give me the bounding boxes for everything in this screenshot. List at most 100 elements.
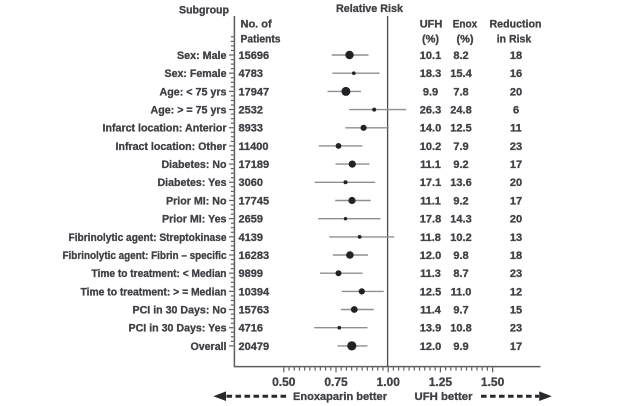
svg-text:20: 20 (510, 86, 522, 98)
svg-text:17.8: 17.8 (420, 214, 441, 226)
svg-text:9.2: 9.2 (453, 159, 468, 171)
svg-text:Diabetes: No: Diabetes: No (162, 159, 227, 171)
svg-text:Overall: Overall (191, 341, 227, 353)
svg-text:11.4: 11.4 (420, 304, 442, 316)
svg-text:10394: 10394 (239, 286, 270, 298)
svg-text:Enoxaparin better: Enoxaparin better (293, 391, 388, 403)
svg-text:Infract location: Other: Infract location: Other (116, 141, 228, 153)
svg-text:4716: 4716 (239, 323, 263, 335)
svg-text:UFH better: UFH better (415, 391, 474, 403)
svg-text:17947: 17947 (239, 86, 270, 98)
svg-text:17189: 17189 (239, 159, 270, 171)
svg-text:15696: 15696 (239, 50, 270, 62)
svg-text:23: 23 (510, 141, 522, 153)
svg-text:(%): (%) (422, 33, 439, 45)
svg-text:Enox: Enox (453, 19, 478, 31)
svg-text:10.2: 10.2 (420, 141, 441, 153)
svg-text:8933: 8933 (239, 123, 263, 135)
svg-text:Diabetes: Yes: Diabetes: Yes (158, 177, 227, 189)
svg-text:12.0: 12.0 (420, 250, 441, 262)
svg-text:Prior MI: No: Prior MI: No (166, 195, 227, 207)
svg-text:PCI in 30 Days: Yes: PCI in 30 Days: Yes (129, 323, 227, 335)
svg-text:13.9: 13.9 (420, 323, 441, 335)
svg-text:23: 23 (510, 268, 522, 280)
svg-text:11.1: 11.1 (420, 159, 441, 171)
svg-text:Reduction: Reduction (490, 19, 542, 31)
svg-text:18: 18 (510, 250, 522, 262)
svg-text:9.8: 9.8 (453, 250, 468, 262)
svg-text:Age: < 75 yrs: Age: < 75 yrs (160, 86, 227, 98)
svg-text:20: 20 (510, 177, 522, 189)
svg-text:9899: 9899 (239, 268, 263, 280)
svg-text:2659: 2659 (239, 214, 263, 226)
svg-text:12: 12 (510, 286, 522, 298)
svg-text:17.1: 17.1 (420, 177, 441, 189)
svg-text:0.75: 0.75 (324, 375, 348, 389)
svg-text:12.0: 12.0 (420, 341, 441, 353)
svg-text:14.3: 14.3 (450, 214, 471, 226)
svg-text:1.00: 1.00 (377, 375, 401, 389)
svg-text:(%): (%) (456, 33, 473, 45)
svg-text:Time to treatment: > = Median: Time to treatment: > = Median (81, 286, 227, 298)
svg-text:4783: 4783 (239, 68, 263, 80)
svg-text:26.3: 26.3 (420, 105, 441, 117)
svg-text:Age: > = 75 yrs: Age: > = 75 yrs (151, 105, 227, 117)
svg-text:10.8: 10.8 (450, 323, 471, 335)
svg-text:Sex: Female: Sex: Female (165, 68, 227, 80)
svg-text:11.8: 11.8 (420, 232, 441, 244)
svg-text:Prior MI: Yes: Prior MI: Yes (162, 214, 227, 226)
svg-text:11.1: 11.1 (420, 195, 441, 207)
svg-text:Sex: Male: Sex: Male (177, 50, 227, 62)
svg-text:18: 18 (510, 50, 522, 62)
svg-text:15763: 15763 (239, 304, 270, 316)
svg-text:11400: 11400 (239, 141, 269, 153)
svg-text:9.9: 9.9 (423, 86, 438, 98)
svg-text:PCI in 30 Days: No: PCI in 30 Days: No (133, 304, 227, 316)
svg-text:1.50: 1.50 (481, 375, 505, 389)
svg-text:Fibrinolytic agent: Fibrin – s: Fibrinolytic agent: Fibrin – specific (63, 250, 227, 262)
svg-text:Infarct location: Anterior: Infarct location: Anterior (103, 123, 228, 135)
svg-text:20479: 20479 (239, 341, 270, 353)
svg-text:1.25: 1.25 (429, 375, 453, 389)
svg-text:12.5: 12.5 (420, 286, 441, 298)
svg-text:0.50: 0.50 (272, 375, 296, 389)
svg-text:16: 16 (510, 68, 522, 80)
svg-text:Relative Risk: Relative Risk (336, 3, 404, 15)
svg-text:Subgroup: Subgroup (179, 5, 229, 17)
svg-text:17: 17 (510, 195, 522, 207)
svg-text:13.6: 13.6 (450, 177, 471, 189)
svg-text:9.7: 9.7 (453, 304, 468, 316)
svg-text:8.2: 8.2 (453, 50, 468, 62)
svg-text:16283: 16283 (239, 250, 270, 262)
svg-text:Time to treatment: < Median: Time to treatment: < Median (92, 268, 227, 280)
svg-text:9.9: 9.9 (453, 341, 468, 353)
svg-text:3060: 3060 (239, 177, 263, 189)
svg-text:17: 17 (510, 159, 522, 171)
svg-text:23: 23 (510, 323, 522, 335)
svg-text:14.0: 14.0 (420, 123, 441, 135)
svg-text:15.4: 15.4 (450, 68, 472, 80)
svg-text:11.3: 11.3 (420, 268, 441, 280)
svg-text:UFH: UFH (420, 19, 443, 31)
svg-text:8.7: 8.7 (453, 268, 468, 280)
svg-text:20: 20 (510, 214, 522, 226)
svg-text:12.5: 12.5 (450, 123, 471, 135)
svg-text:10.1: 10.1 (420, 50, 441, 62)
svg-text:7.9: 7.9 (453, 141, 468, 153)
svg-text:17: 17 (510, 341, 522, 353)
svg-text:6: 6 (513, 105, 519, 117)
svg-text:11: 11 (510, 123, 522, 135)
svg-text:24.8: 24.8 (450, 105, 471, 117)
svg-text:4139: 4139 (239, 232, 263, 244)
svg-text:10.2: 10.2 (450, 232, 471, 244)
svg-text:7.8: 7.8 (453, 86, 468, 98)
svg-text:13: 13 (510, 232, 522, 244)
svg-text:11.0: 11.0 (451, 286, 472, 298)
svg-text:18.3: 18.3 (420, 68, 441, 80)
svg-text:Patients: Patients (241, 33, 281, 45)
svg-text:No. of: No. of (241, 19, 272, 31)
svg-text:in Risk: in Risk (497, 33, 532, 45)
svg-text:15: 15 (510, 304, 522, 316)
svg-text:Fibrinolytic agent: Streptokin: Fibrinolytic agent: Streptokinase (69, 232, 227, 244)
svg-text:9.2: 9.2 (453, 195, 468, 207)
